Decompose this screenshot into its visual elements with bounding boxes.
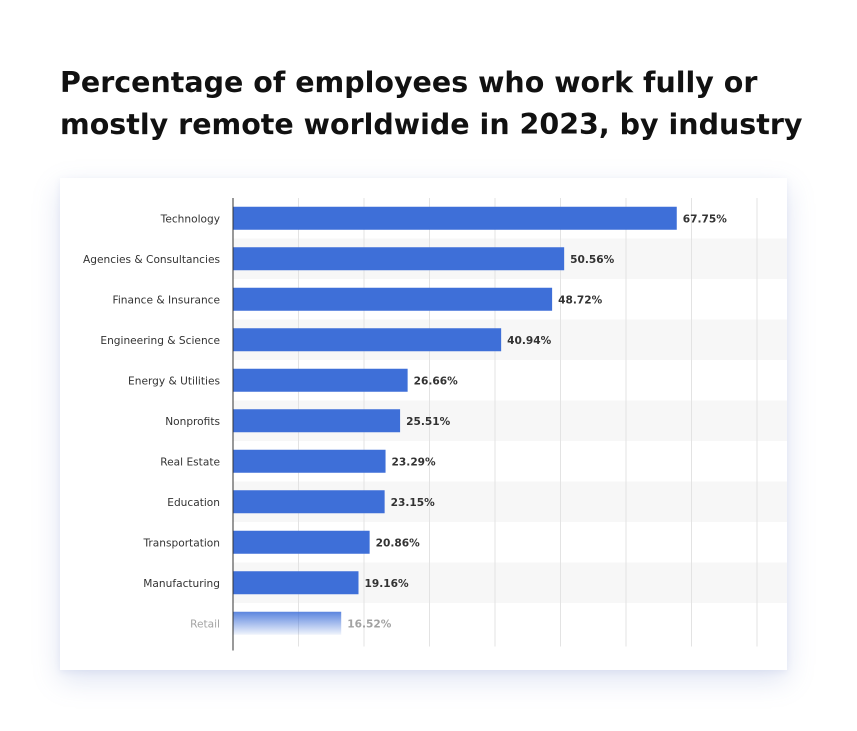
bar [233,571,359,595]
category-label: Education [167,497,220,509]
value-label: 23.15% [391,497,436,509]
chart-title-line-1: Percentage of employees who work fully o… [60,66,758,99]
bar [233,287,553,311]
value-label: 16.52% [347,618,392,630]
category-label: Energy & Utilities [128,375,220,387]
chart-title-line-2: mostly remote worldwide in 2023, by indu… [60,108,803,141]
bar [233,368,408,392]
bar [233,530,370,554]
category-label: Retail [190,618,220,630]
category-label: Manufacturing [143,578,220,590]
chart-title: Percentage of employees who work fully o… [60,62,820,146]
value-label: 25.51% [406,416,451,428]
value-label: 67.75% [683,213,728,225]
bar-chart: Technology 67.75% Agencies & Consultancies… [83,198,787,651]
value-label: 20.86% [376,537,421,549]
value-label: 50.56% [570,254,615,266]
value-label: 48.72% [558,294,603,306]
value-label: 26.66% [414,375,459,387]
bar [233,247,565,271]
value-label: 19.16% [364,578,409,590]
category-label: Nonprofits [165,416,220,428]
category-label: Transportation [143,537,221,549]
category-label: Real Estate [160,456,220,468]
bar [233,490,385,514]
chart-card: Technology 67.75% Agencies & Consultancies… [60,178,787,670]
category-label: Technology [160,213,220,225]
category-label: Finance & Insurance [113,294,221,306]
bar [233,449,386,473]
bar [233,206,677,230]
bar [233,409,401,433]
bar [233,328,502,352]
category-label: Agencies & Consultancies [83,254,220,266]
value-label: 23.29% [392,456,437,468]
value-label: 40.94% [507,335,552,347]
category-label: Engineering & Science [100,335,220,347]
bar [233,611,342,635]
